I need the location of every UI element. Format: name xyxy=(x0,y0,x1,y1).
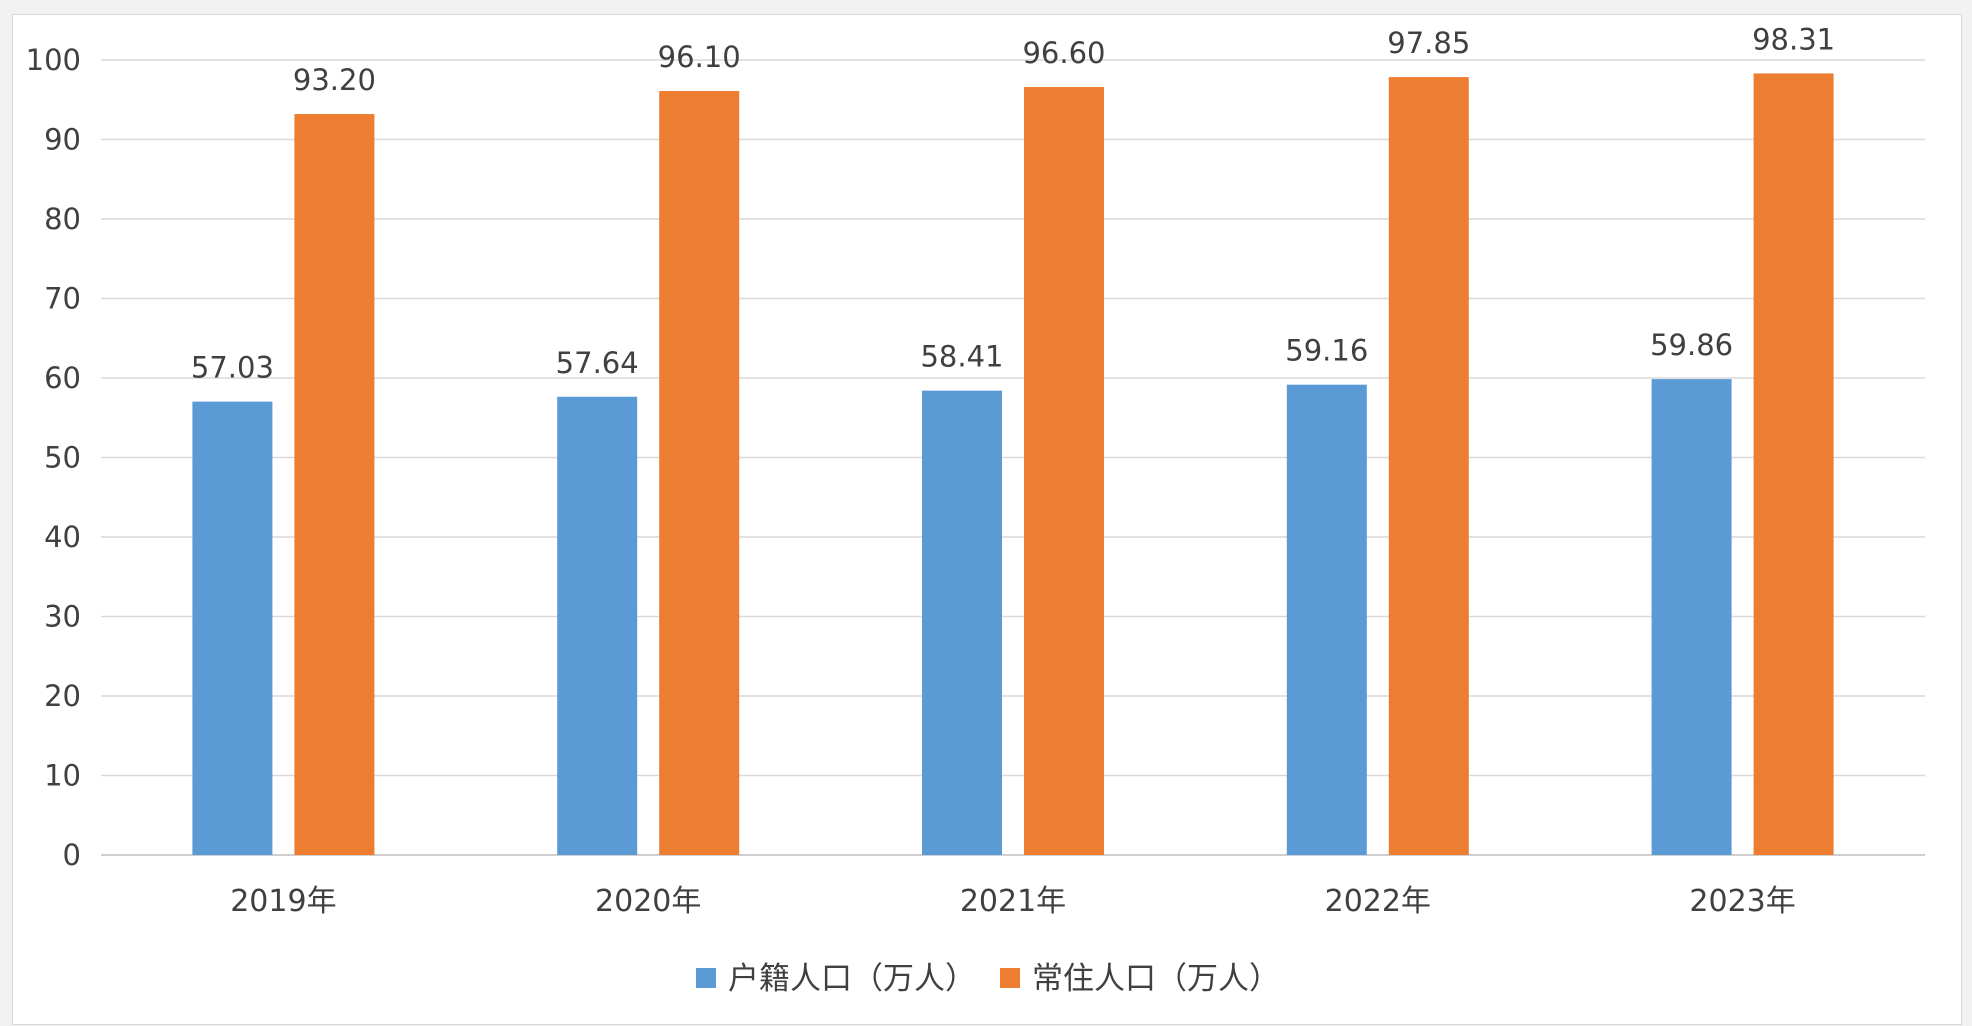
y-tick-label: 80 xyxy=(44,202,81,236)
data-label: 58.41 xyxy=(920,340,1003,374)
legend: 户籍人口（万人） 常住人口（万人） xyxy=(696,961,1280,997)
data-label: 57.64 xyxy=(556,346,639,380)
y-tick-label: 90 xyxy=(44,123,81,157)
data-label: 96.10 xyxy=(658,40,741,74)
x-category-label: 2023年 xyxy=(1689,884,1795,919)
bar-registered-3 xyxy=(1286,384,1367,855)
data-label: 93.20 xyxy=(293,63,376,97)
bar-resident-2 xyxy=(1024,87,1104,855)
data-label: 59.16 xyxy=(1285,334,1368,368)
data-label: 57.03 xyxy=(191,351,274,385)
chart-frame: 0 10 20 30 40 50 60 70 80 90 100 57.03 93.20 57.64 96… xyxy=(12,14,1962,1025)
bar-registered-0 xyxy=(192,401,273,855)
data-label: 59.86 xyxy=(1650,328,1733,362)
legend-label-0: 户籍人口（万人） xyxy=(728,961,976,997)
legend-swatch-1 xyxy=(1000,968,1020,988)
data-label: 98.31 xyxy=(1752,22,1835,56)
bar-resident-1 xyxy=(659,91,740,855)
bars xyxy=(192,73,1834,856)
gridlines xyxy=(101,59,1925,856)
bar-chart: 0 10 20 30 40 50 60 70 80 90 100 57.03 93.20 57.64 96… xyxy=(26,22,1925,997)
y-axis: 0 10 20 30 40 50 60 70 80 90 100 xyxy=(26,43,81,872)
bar-resident-3 xyxy=(1388,77,1469,855)
y-tick-label: 70 xyxy=(44,282,81,316)
y-tick-label: 30 xyxy=(44,600,81,634)
y-tick-label: 40 xyxy=(44,520,81,554)
bar-registered-4 xyxy=(1651,379,1732,855)
legend-swatch-0 xyxy=(696,968,716,988)
x-category-label: 2021年 xyxy=(960,884,1066,919)
data-labels: 57.03 93.20 57.64 96.10 58.41 96.60 59.16 97.85… xyxy=(191,22,1835,384)
x-category-label: 2020年 xyxy=(595,884,701,919)
x-category-label: 2022年 xyxy=(1325,884,1431,919)
legend-label-1: 常住人口（万人） xyxy=(1032,961,1280,997)
bar-registered-1 xyxy=(557,396,638,855)
y-tick-label: 60 xyxy=(44,361,81,395)
y-tick-label: 50 xyxy=(44,441,81,475)
data-label: 96.60 xyxy=(1022,36,1105,70)
x-axis: 2019年 2020年 2021年 2022年 2023年 xyxy=(230,884,1796,919)
bar-resident-0 xyxy=(294,114,375,855)
x-category-label: 2019年 xyxy=(230,884,336,919)
y-tick-label: 10 xyxy=(44,759,81,793)
bar-registered-2 xyxy=(922,390,1002,855)
y-tick-label: 0 xyxy=(63,838,81,872)
y-tick-label: 100 xyxy=(26,43,81,77)
y-tick-label: 20 xyxy=(44,679,81,713)
bar-resident-4 xyxy=(1753,73,1834,856)
data-label: 97.85 xyxy=(1387,26,1470,60)
